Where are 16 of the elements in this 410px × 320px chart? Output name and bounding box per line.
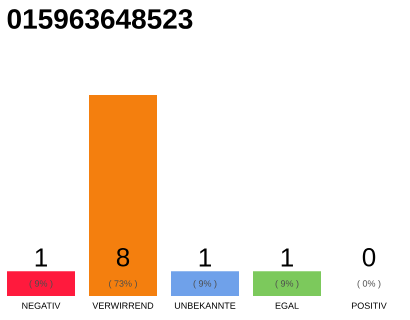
chart-title: 015963648523 [8, 9, 192, 29]
data-label: ( 0% ) [358, 280, 380, 288]
data-label: ( 9% ) [194, 280, 216, 288]
annotation: 1 [200, 248, 211, 266]
annotation: 1 [282, 248, 293, 266]
x-tick-label: VERWIRREND [92, 302, 154, 309]
annotation: 1 [36, 248, 47, 266]
x-tick-label: NEGATIV [22, 302, 60, 309]
annotation: 8 [116, 248, 130, 266]
annotation: 0 [362, 248, 376, 266]
data-label: ( 9% ) [30, 280, 52, 288]
x-tick-label: POSITIV [352, 302, 387, 309]
data-label: ( 9% ) [276, 280, 298, 288]
data-label: ( 73% ) [109, 280, 137, 288]
x-tick-label: EGAL [276, 302, 299, 309]
x-tick-label: UNBEKANNTE [174, 302, 236, 309]
